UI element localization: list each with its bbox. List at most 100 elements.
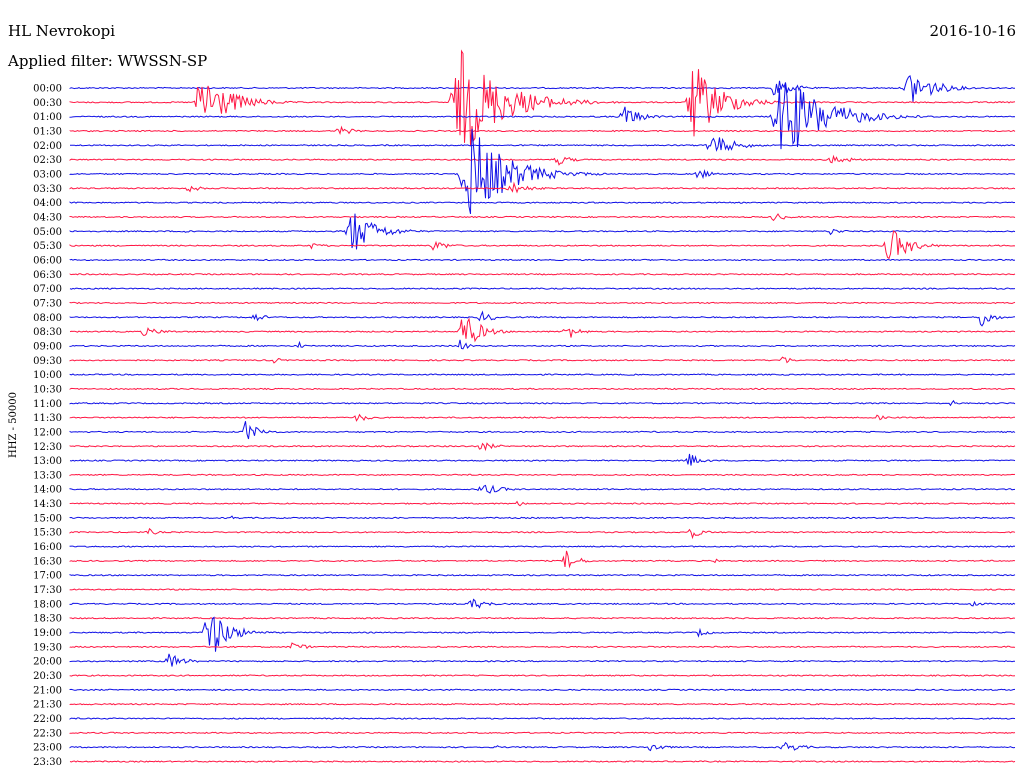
- time-label: 03:30: [33, 184, 62, 195]
- time-label: 00:30: [33, 98, 62, 109]
- seismic-trace: [69, 573, 1016, 577]
- seismic-trace: [69, 128, 1016, 215]
- time-label: 02:30: [33, 155, 62, 166]
- time-label: 21:00: [33, 685, 62, 696]
- seismic-trace: [69, 616, 1016, 652]
- seismic-trace: [69, 387, 1016, 391]
- seismic-trace: [69, 301, 1016, 305]
- filter-label: Applied filter: WWSSN-SP: [8, 52, 208, 70]
- seismic-trace: [69, 545, 1016, 548]
- time-label: 13:00: [33, 456, 62, 467]
- time-label: 11:00: [33, 399, 62, 410]
- seismic-trace: [69, 287, 1016, 290]
- seismic-trace: [69, 413, 1015, 422]
- time-label: 10:00: [33, 370, 62, 381]
- seismic-trace: [69, 230, 1016, 260]
- time-label: 07:00: [33, 284, 62, 295]
- time-label-layer: 00:00 00:30 01:00 01:30 02:00 02:30 03:00 03:30…: [33, 84, 62, 769]
- time-label: 11:30: [33, 413, 62, 424]
- time-label: 05:30: [33, 241, 62, 252]
- seismic-trace: [69, 760, 1016, 763]
- time-label: 16:30: [33, 556, 62, 567]
- seismic-trace: [69, 702, 1016, 706]
- seismic-trace: [69, 484, 1016, 494]
- time-label: 20:30: [33, 671, 62, 682]
- seismic-trace: [69, 137, 1016, 152]
- seismic-trace: [69, 258, 1016, 262]
- seismic-trace: [69, 741, 1016, 752]
- time-label: 06:30: [33, 270, 62, 281]
- time-label: 15:30: [33, 528, 62, 539]
- seismic-trace: [69, 550, 1016, 569]
- seismic-trace: [69, 527, 1016, 540]
- seismic-trace: [69, 273, 1016, 276]
- time-label: 12:00: [33, 427, 62, 438]
- seismic-trace: [69, 642, 1016, 650]
- time-label: 09:00: [33, 341, 62, 352]
- seismic-trace: [69, 453, 1016, 466]
- time-label: 02:00: [33, 141, 62, 152]
- seismic-trace: [69, 653, 1016, 667]
- seismic-trace: [69, 473, 1016, 477]
- seismic-trace: [69, 83, 1016, 150]
- time-label: 20:00: [33, 657, 62, 668]
- seismic-trace: [69, 310, 1016, 327]
- seismic-trace: [69, 339, 1016, 350]
- time-label: 04:00: [33, 198, 62, 209]
- time-label: 08:00: [33, 313, 62, 324]
- seismic-trace: [69, 75, 1015, 102]
- seismic-trace: [69, 688, 1016, 692]
- seismic-trace: [69, 213, 1016, 222]
- seismic-trace: [69, 421, 1016, 440]
- seismic-trace: [69, 442, 1016, 452]
- time-label: 22:30: [33, 728, 62, 739]
- seismic-trace: [69, 399, 1016, 407]
- time-label: 15:00: [33, 513, 62, 524]
- time-label: 18:30: [33, 614, 62, 625]
- time-label: 00:00: [33, 84, 62, 95]
- time-label: 07:30: [33, 298, 62, 309]
- time-label: 23:00: [33, 743, 62, 754]
- time-label: 17:00: [33, 571, 62, 582]
- trace-layer: [69, 49, 1016, 763]
- seismic-trace: [69, 717, 1016, 720]
- time-label: 09:30: [33, 356, 62, 367]
- time-label: 18:00: [33, 599, 62, 610]
- seismic-trace: [69, 154, 1016, 166]
- seismic-trace: [69, 515, 1016, 520]
- time-label: 06:00: [33, 255, 62, 266]
- seismic-trace: [69, 731, 1016, 734]
- chart-date: 2016-10-16: [929, 22, 1016, 40]
- time-label: 01:30: [33, 126, 62, 137]
- seismic-trace: [69, 616, 1016, 620]
- seismic-trace: [69, 500, 1016, 507]
- time-label: 22:00: [33, 714, 62, 725]
- time-label: 17:30: [33, 585, 62, 596]
- seismic-trace: [69, 588, 1016, 591]
- time-label: 14:00: [33, 485, 62, 496]
- time-label: 21:30: [33, 700, 62, 711]
- time-label: 10:30: [33, 384, 62, 395]
- seismic-trace: [69, 181, 1016, 194]
- station-name: HL Nevrokopi: [8, 22, 116, 40]
- time-label: 19:30: [33, 642, 62, 653]
- time-label: 03:00: [33, 169, 62, 180]
- seismic-trace: [69, 317, 1016, 343]
- seismic-trace: [69, 201, 1016, 204]
- time-label: 23:30: [33, 757, 62, 768]
- time-label: 19:00: [33, 628, 62, 639]
- time-label: 12:30: [33, 442, 62, 453]
- seismic-trace: [69, 49, 1016, 146]
- time-label: 14:30: [33, 499, 62, 510]
- seismic-trace: [69, 598, 1016, 609]
- channel-label: HHZ - 50000: [8, 392, 19, 458]
- time-label: 08:30: [33, 327, 62, 338]
- time-label: 13:30: [33, 470, 62, 481]
- seismic-trace: [69, 125, 1016, 135]
- time-label: 04:30: [33, 212, 62, 223]
- seismic-trace: [69, 213, 1016, 250]
- time-label: 05:00: [33, 227, 62, 238]
- seismic-trace: [69, 373, 1016, 376]
- seismic-trace: [69, 674, 1016, 677]
